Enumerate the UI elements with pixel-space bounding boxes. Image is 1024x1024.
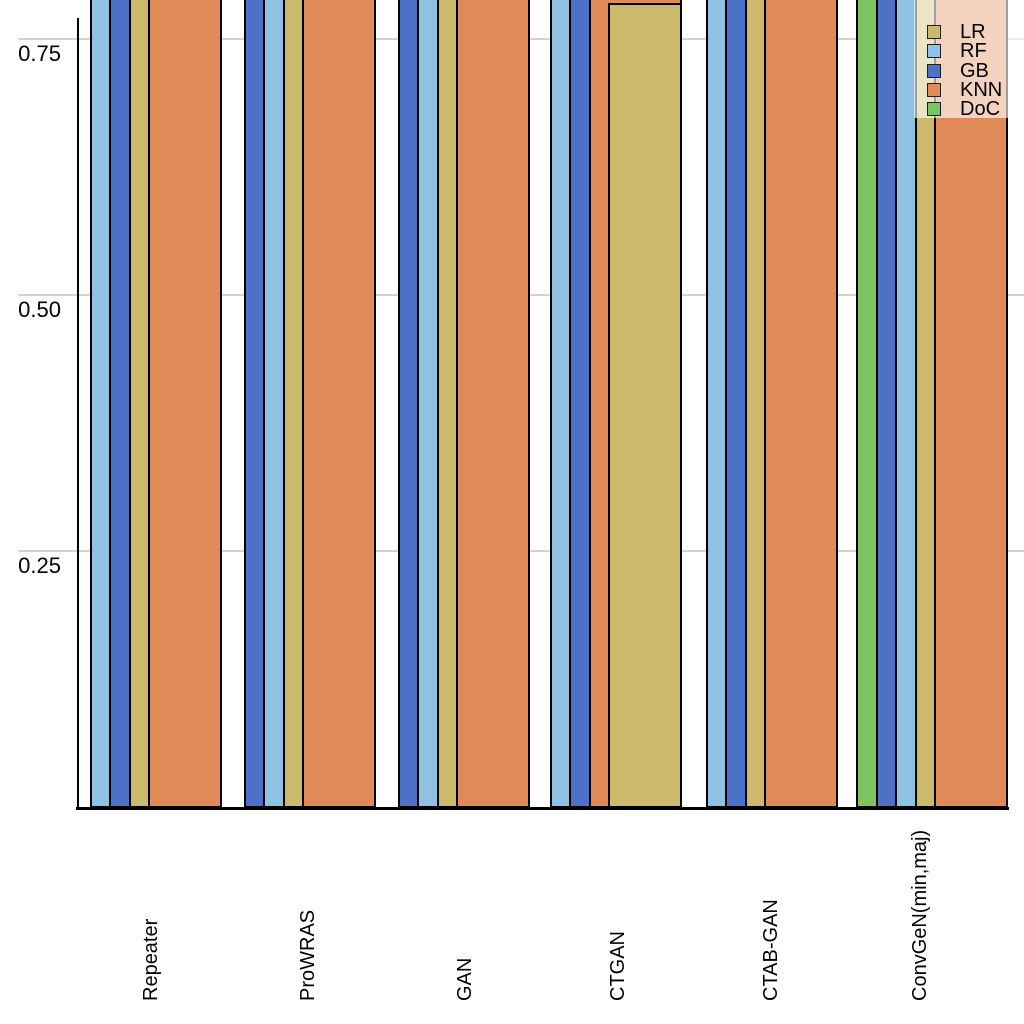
legend-swatch-rf: [927, 44, 941, 59]
y-tick-label: 0.75: [18, 41, 61, 66]
bar-prowras-knn: [302, 0, 376, 808]
bar-ctgan-lr: [608, 3, 682, 808]
legend-label-gb: GB: [960, 59, 989, 82]
legend-label-lr: LR: [960, 21, 986, 43]
x-tick-label-gan: GAN: [454, 957, 476, 1001]
x-axis-line: [76, 807, 1009, 810]
x-tick-label-repeater: Repeater: [140, 918, 162, 1001]
bar-repeater-knn: [148, 0, 222, 808]
x-tick-label-ctab-gan: CTAB-GAN: [760, 899, 782, 1001]
legend-label-rf: RF: [960, 40, 987, 63]
x-tick-label-prowras: ProWRAS: [297, 909, 319, 1001]
legend-swatch-knn: [927, 82, 941, 97]
y-tick-label: 0.25: [18, 553, 61, 578]
bar-gan-knn: [456, 0, 530, 808]
legend-label-knn: KNN: [960, 78, 1003, 101]
legend-swatch-gb: [927, 63, 941, 78]
legend: [914, 0, 1024, 118]
y-axis-line: [76, 18, 79, 810]
x-tick-label-ctgan: CTGAN: [607, 931, 629, 1001]
bar-ctab-gan-knn: [764, 0, 838, 808]
bar-convgen-min-maj-knn: [934, 0, 1008, 808]
y-tick-label: 0.50: [18, 297, 61, 322]
legend-swatch-lr: [927, 25, 941, 39]
legend-label-doc: DoC: [960, 98, 1001, 120]
x-tick-label-convgen-min-maj: ConvGeN(min,maj): [909, 829, 931, 1001]
legend-swatch-doc: [927, 102, 941, 116]
